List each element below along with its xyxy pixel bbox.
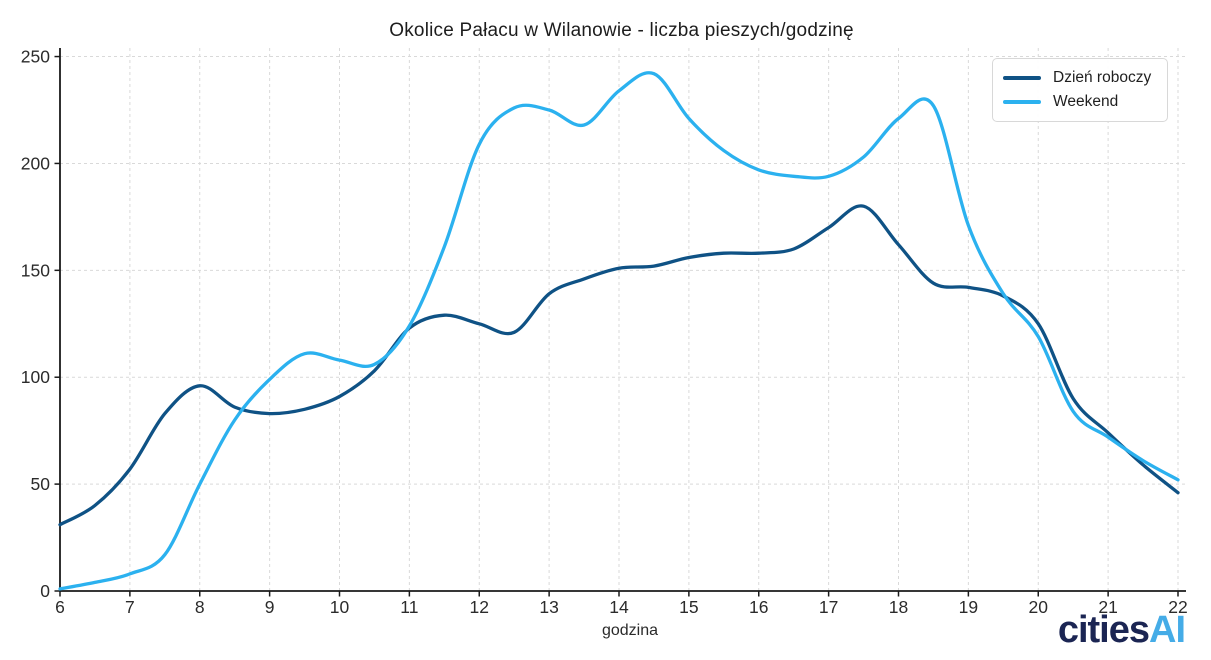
x-tick-label: 14 <box>609 597 629 617</box>
logo-text-ai: AI <box>1149 609 1186 651</box>
legend-item-weekend: Weekend <box>1003 90 1155 114</box>
x-tick-label: 13 <box>539 597 558 617</box>
x-tick-label: 11 <box>400 597 418 617</box>
x-tick-label: 7 <box>125 597 135 617</box>
x-tick-label: 12 <box>470 597 489 617</box>
x-tick-label: 9 <box>265 597 275 617</box>
y-tick-label: 0 <box>40 581 50 601</box>
weekend-line-swatch <box>1003 100 1041 104</box>
citiesai-logo: citiesAI <box>1057 608 1186 652</box>
legend: Dzień roboczy Weekend <box>992 58 1168 122</box>
x-tick-label: 10 <box>330 597 350 617</box>
x-tick-label: 18 <box>889 597 908 617</box>
y-tick-label: 100 <box>21 367 50 387</box>
x-tick-label: 8 <box>195 597 205 617</box>
legend-item-workday: Dzień roboczy <box>1003 66 1155 90</box>
chart-title: Okolice Pałacu w Wilanowie - liczba pies… <box>389 20 854 41</box>
x-tick-label: 15 <box>679 597 698 617</box>
x-tick-label: 20 <box>1029 597 1049 617</box>
legend-label-weekend: Weekend <box>1053 93 1119 110</box>
y-tick-label: 50 <box>31 474 51 494</box>
x-tick-label: 21 <box>1098 597 1117 617</box>
x-axis-label: godzina <box>601 622 659 639</box>
x-tick-label: 17 <box>819 597 838 617</box>
logo-text-cities: cities <box>1057 609 1150 651</box>
workday-line-swatch <box>1003 76 1041 80</box>
y-tick-label: 200 <box>21 153 50 173</box>
series-line-weekend <box>58 71 1180 591</box>
x-tick-label: 6 <box>55 597 65 617</box>
x-tick-label: 19 <box>959 597 978 617</box>
x-tick-label: 16 <box>749 597 768 617</box>
y-tick-label: 150 <box>21 260 50 280</box>
legend-label-workday: Dzień roboczy <box>1053 69 1152 86</box>
x-tick-label: 22 <box>1168 597 1187 617</box>
y-tick-label: 250 <box>21 47 50 67</box>
